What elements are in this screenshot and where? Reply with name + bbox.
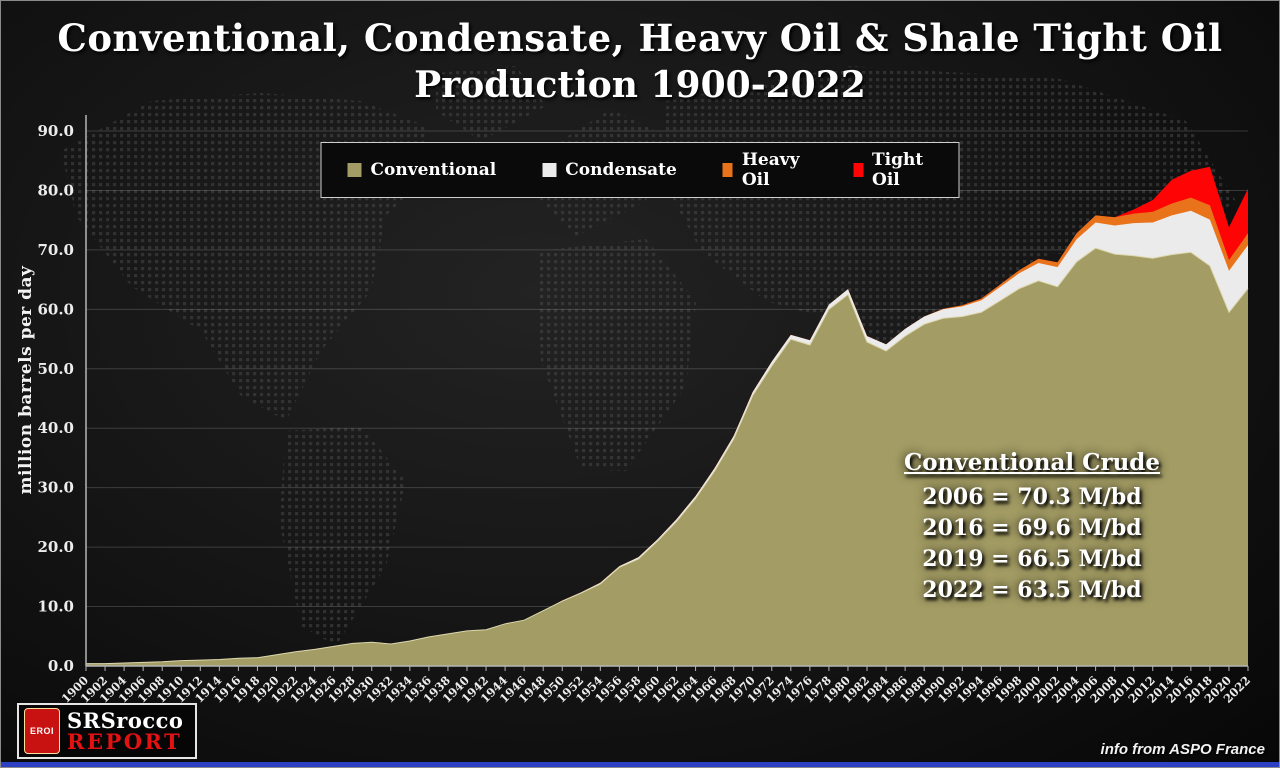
y-axis-tick-label: 20.0 (37, 538, 74, 556)
legend-swatch-condensate (542, 163, 557, 177)
annotation-line: 2019 = 66.5 M/bd (922, 546, 1142, 573)
legend-item-condensate: Condensate (542, 160, 677, 180)
legend-swatch-conventional (347, 163, 362, 177)
y-axis-tick-label: 10.0 (37, 598, 74, 616)
annotation-conventional-crude: Conventional Crude 2006 = 70.3 M/bd 2016… (897, 447, 1167, 607)
legend-item-conventional: Conventional (347, 160, 497, 180)
srsrocco-report-logo: EROI SRSrocco REPORT (17, 703, 198, 759)
annotation-line: 2022 = 63.5 M/bd (922, 577, 1142, 604)
y-axis-tick-label: 80.0 (37, 181, 74, 199)
map-south-america (279, 426, 406, 646)
bottom-blue-bar (1, 762, 1279, 767)
legend-label-conventional: Conventional (370, 160, 497, 180)
chart-title: Conventional, Condensate, Heavy Oil & Sh… (1, 15, 1279, 108)
map-africa (536, 239, 696, 471)
y-axis-tick-label: 60.0 (37, 300, 74, 318)
y-axis-title: million barrels per day (16, 265, 36, 495)
logo-line-2: REPORT (67, 729, 183, 754)
legend-label-heavy-oil: Heavy Oil (741, 150, 800, 190)
annotation-line: 2016 = 69.6 M/bd (922, 514, 1142, 541)
source-credit: info from ASPO France (1100, 741, 1265, 758)
legend-item-heavy-oil: Heavy Oil (722, 150, 807, 190)
y-axis-tick-label: 40.0 (37, 419, 74, 437)
area-conventional-edge (86, 247, 1249, 665)
eroi-badge-icon: EROI (24, 708, 60, 754)
area-conventional (86, 248, 1248, 666)
legend-label-condensate: Condensate (565, 160, 677, 180)
logo-text: SRSrocco REPORT (67, 707, 184, 754)
y-axis-tick-label: 70.0 (37, 241, 74, 259)
chart-title-line-1: Conventional, Condensate, Heavy Oil & Sh… (57, 16, 1223, 60)
map-greenland (436, 66, 546, 141)
logo-line-1: SRSrocco (67, 707, 184, 733)
legend-item-tight-oil: Tight Oil (853, 150, 932, 190)
annotation-line: 2006 = 70.3 M/bd (922, 483, 1142, 510)
legend: Conventional Condensate Heavy Oil Tight … (320, 142, 960, 198)
legend-label-tight-oil: Tight Oil (872, 150, 924, 190)
y-axis-tick-label: 0.0 (48, 657, 74, 675)
y-axis-tick-label: 30.0 (37, 479, 74, 497)
annotation-title: Conventional Crude (903, 449, 1161, 476)
chart-title-line-2: Production 1900-2022 (414, 64, 866, 107)
y-axis-tick-label: 50.0 (37, 360, 74, 378)
y-axis-tick-label: 90.0 (37, 122, 74, 140)
legend-swatch-heavy-oil (722, 163, 733, 177)
legend-swatch-tight-oil (853, 163, 864, 177)
